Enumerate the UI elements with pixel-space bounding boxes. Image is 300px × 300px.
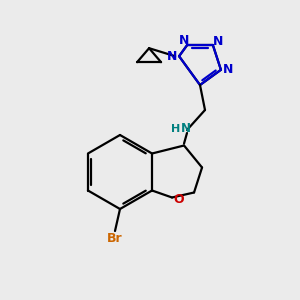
Text: H: H xyxy=(171,124,181,134)
Text: N: N xyxy=(181,122,191,136)
Text: N: N xyxy=(167,50,177,63)
Text: N: N xyxy=(179,34,189,47)
Text: Br: Br xyxy=(107,232,123,245)
Text: N: N xyxy=(223,63,233,76)
Text: N: N xyxy=(213,35,223,48)
Text: O: O xyxy=(174,193,184,206)
